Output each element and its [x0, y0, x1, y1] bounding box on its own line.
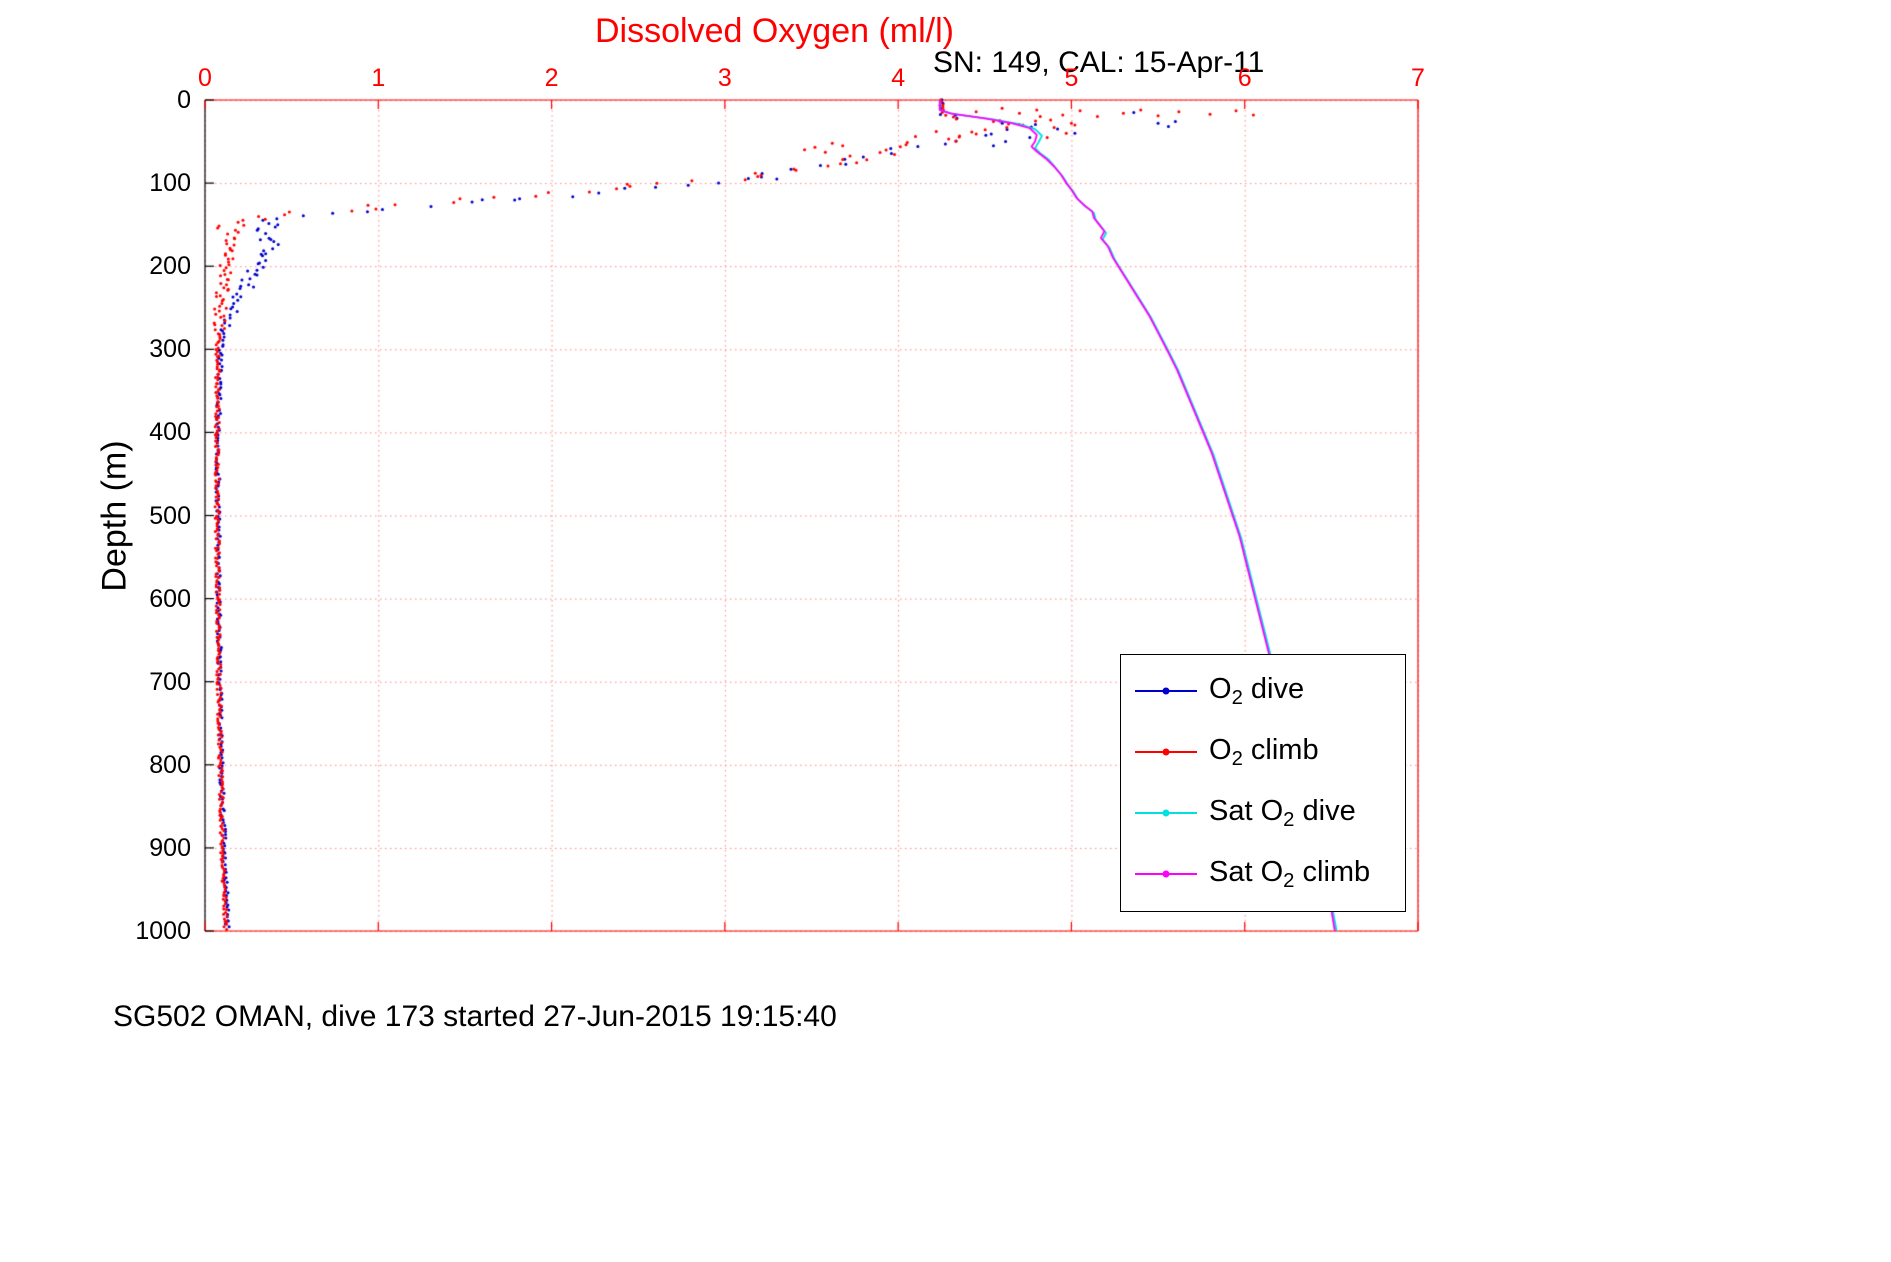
- dive-caption: SG502 OMAN, dive 173 started 27-Jun-2015…: [113, 1000, 837, 1033]
- legend: O2 dive O2 climb Sat O2 dive Sat O2 clim…: [1120, 654, 1406, 912]
- y-tick-label: 100: [149, 169, 191, 198]
- x-tick-label: 5: [1064, 64, 1079, 92]
- legend-label-o2-dive: O2 dive: [1209, 672, 1305, 710]
- y-tick-label: 900: [149, 833, 191, 862]
- x-tick-label: 0: [198, 64, 212, 92]
- y-tick-label: 200: [149, 252, 191, 281]
- legend-marker-dot: [1162, 870, 1170, 878]
- legend-marker-dot: [1162, 687, 1170, 695]
- legend-item-o2-dive: O2 dive: [1121, 673, 1405, 710]
- x-tick-label: 4: [891, 64, 906, 92]
- legend-line-sample-sat-o2-dive: [1135, 809, 1197, 817]
- legend-label-sat-o2-dive: Sat O2 dive: [1209, 794, 1356, 832]
- x-tick-label: 6: [1237, 64, 1252, 92]
- y-tick-label: 400: [149, 418, 191, 447]
- y-tick-label: 300: [149, 335, 191, 364]
- legend-item-sat-o2-climb: Sat O2 climb: [1121, 856, 1405, 893]
- legend-label-sat-o2-climb: Sat O2 climb: [1209, 855, 1371, 893]
- x-tick-label: 7: [1411, 64, 1425, 92]
- legend-marker-dot: [1162, 748, 1170, 756]
- x-tick-label: 1: [371, 64, 386, 92]
- legend-marker-dot: [1162, 809, 1170, 817]
- x-tick-label: 3: [717, 64, 732, 92]
- x-tick-label: 2: [544, 64, 559, 92]
- chart-title: Dissolved Oxygen (ml/l): [595, 12, 954, 50]
- y-tick-label: 700: [149, 667, 191, 696]
- chart-subtitle: SN: 149, CAL: 15-Apr-11: [933, 46, 1265, 79]
- y-tick-label: 600: [149, 584, 191, 613]
- legend-line-sample-sat-o2-climb: [1135, 870, 1197, 878]
- legend-label-o2-climb: O2 climb: [1209, 733, 1319, 771]
- legend-item-sat-o2-dive: Sat O2 dive: [1121, 795, 1405, 832]
- legend-line-sample-o2-dive: [1135, 687, 1197, 695]
- y-tick-label: 800: [149, 750, 191, 779]
- legend-item-o2-climb: O2 climb: [1121, 734, 1405, 771]
- y-tick-label: 0: [177, 86, 191, 114]
- legend-line-sample-o2-climb: [1135, 748, 1197, 756]
- y-tick-label: 1000: [135, 917, 191, 945]
- y-tick-label: 500: [149, 501, 191, 530]
